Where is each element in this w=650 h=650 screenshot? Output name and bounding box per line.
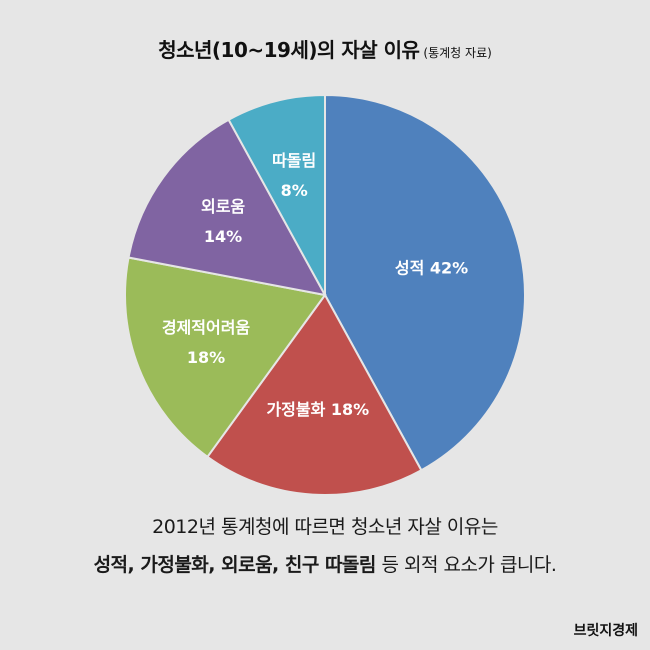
pie-label-경제적어려움: 경제적어려움 18%	[162, 318, 251, 367]
pie-slice-외로움	[127, 118, 327, 297]
pie-label-가정불화: 가정불화 18%	[266, 400, 369, 419]
caption-line-2-rest: 등 외적 요소가 큽니다.	[375, 554, 557, 576]
pie-slice-성적	[324, 93, 526, 472]
chart-title: 청소년(10~19세)의 자살 이유	[158, 38, 420, 62]
pie-slice-따돌림	[227, 93, 326, 296]
caption-line-1: 2012년 통계청에 따르면 청소년 자살 이유는	[152, 516, 498, 538]
pie-label-외로움: 외로움 14%	[201, 197, 245, 246]
caption-line-2: 성적, 가정불화, 외로움, 친구 따돌림 등 외적 요소가 큽니다.	[0, 550, 650, 577]
brand-logo-text: 브릿지경제	[573, 623, 638, 639]
chart-source: (통계청 자료)	[423, 46, 492, 60]
pie-slice-경제적어려움	[124, 256, 327, 459]
pie-label-성적: 성적 42%	[395, 259, 468, 278]
pie-label-따돌림: 따돌림 8%	[272, 151, 316, 200]
pie-slice-가정불화	[206, 293, 423, 496]
caption-line-2-bold: 성적, 가정불화, 외로움, 친구 따돌림	[93, 554, 377, 576]
chart-title-block: 청소년(10~19세)의 자살 이유 (통계청 자료)	[0, 34, 650, 63]
